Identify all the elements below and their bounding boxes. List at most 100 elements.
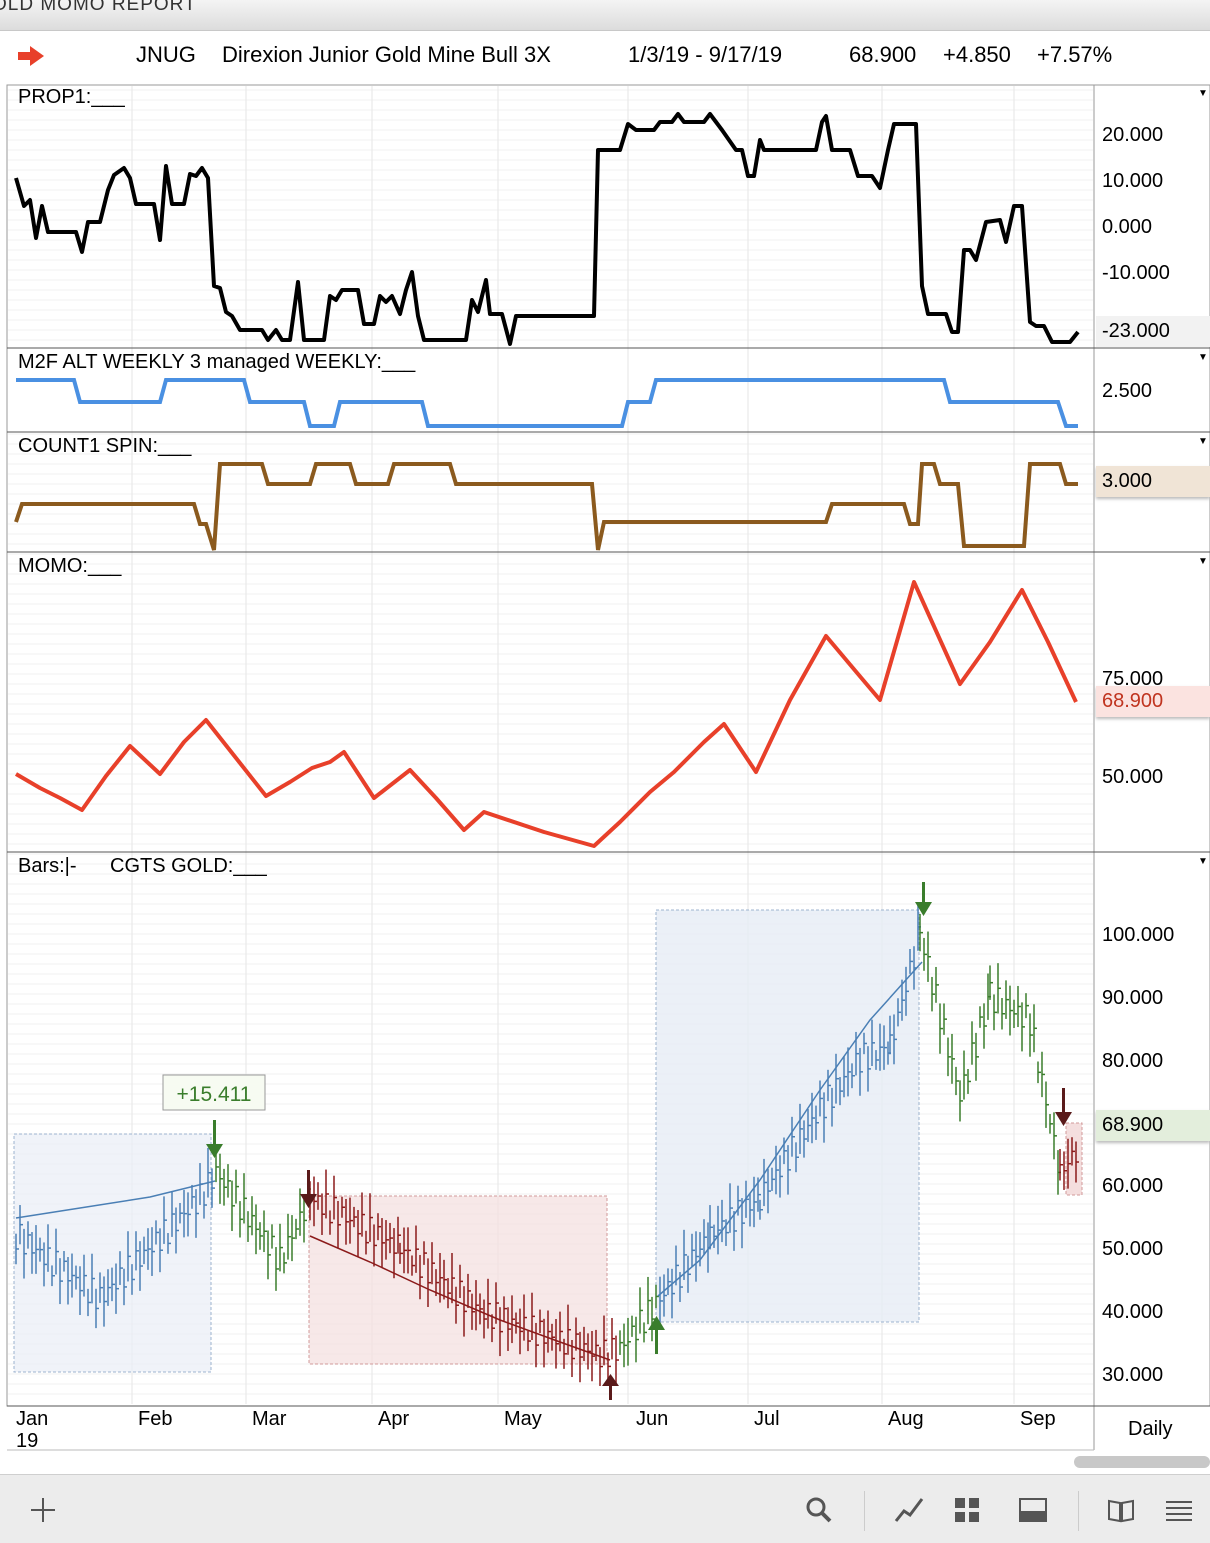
price-bar bbox=[687, 1255, 691, 1293]
price-bar bbox=[275, 1247, 279, 1291]
price-bar bbox=[559, 1311, 563, 1352]
momo-value-tag: 68.900 bbox=[1096, 686, 1210, 717]
month-label: Apr bbox=[378, 1408, 410, 1430]
bars-tick: 80.000 bbox=[1102, 1050, 1164, 1072]
prop1-tick: -10.000 bbox=[1102, 262, 1170, 284]
price-bar bbox=[627, 1317, 631, 1366]
price-bar bbox=[487, 1278, 491, 1329]
month-label: Feb bbox=[138, 1408, 173, 1430]
price-bar bbox=[325, 1169, 329, 1219]
price-bar bbox=[599, 1347, 603, 1386]
price-bar bbox=[235, 1169, 239, 1204]
arrow-right-icon[interactable] bbox=[16, 45, 46, 67]
price-bar bbox=[815, 1105, 819, 1140]
price-bar bbox=[729, 1183, 733, 1233]
momo-tick: 75.000 bbox=[1102, 668, 1164, 690]
price-bar bbox=[799, 1103, 803, 1154]
price-bar bbox=[741, 1198, 745, 1249]
panel-layout-icon[interactable] bbox=[1018, 1495, 1048, 1525]
price-bar bbox=[71, 1253, 75, 1298]
chart-area[interactable]: +15.411 bbox=[0, 0, 1210, 1474]
add-icon[interactable] bbox=[28, 1495, 58, 1525]
price-bar bbox=[47, 1224, 51, 1272]
price-bar bbox=[349, 1197, 353, 1244]
book-icon[interactable] bbox=[1106, 1495, 1136, 1525]
price-bar bbox=[183, 1189, 187, 1238]
price-bar bbox=[451, 1253, 455, 1304]
bars-tick: 90.000 bbox=[1102, 987, 1164, 1009]
layout-grid-icon[interactable] bbox=[952, 1495, 982, 1525]
panel-menu-icon[interactable]: ▼ bbox=[1198, 436, 1208, 447]
price-bar bbox=[39, 1237, 43, 1262]
year-label: 19 bbox=[16, 1430, 39, 1452]
price-bar bbox=[63, 1251, 67, 1272]
price-bar bbox=[1067, 1138, 1071, 1189]
panel-menu-icon[interactable]: ▼ bbox=[1198, 856, 1208, 867]
price-bar bbox=[527, 1330, 531, 1352]
price-bar bbox=[703, 1219, 707, 1256]
prop1-tick: 10.000 bbox=[1102, 170, 1164, 192]
m2f-line bbox=[16, 378, 1078, 428]
price-bar bbox=[179, 1202, 183, 1224]
horizontal-scrollbar[interactable] bbox=[1074, 1456, 1210, 1468]
panel-menu-icon[interactable]: ▼ bbox=[1198, 556, 1208, 567]
price-bar bbox=[667, 1268, 671, 1296]
gold-label: CGTS GOLD:___ bbox=[110, 855, 267, 877]
price-bar bbox=[835, 1053, 839, 1104]
price-change: +4.850 bbox=[943, 42, 1011, 67]
period-selector[interactable]: Daily bbox=[1128, 1418, 1173, 1440]
sell-arrow-icon bbox=[1055, 1088, 1072, 1126]
window-title: OLD MOMO REPORT bbox=[0, 0, 197, 15]
count1-line bbox=[14, 462, 1078, 551]
price-bar bbox=[863, 1032, 867, 1055]
price-bar bbox=[893, 1014, 897, 1065]
price-bar bbox=[1053, 1112, 1057, 1160]
price-bar bbox=[299, 1188, 303, 1236]
price-bar bbox=[803, 1120, 807, 1158]
price-bar bbox=[1029, 1013, 1033, 1057]
symbol-info-bar: JNUG Direxion Junior Gold Mine Bull 3X 1… bbox=[0, 31, 1210, 77]
panel-menu-icon[interactable]: ▼ bbox=[1198, 352, 1208, 363]
draw-tool-icon[interactable] bbox=[894, 1495, 924, 1525]
price-bar bbox=[15, 1233, 19, 1265]
price-bar bbox=[393, 1228, 397, 1279]
price-bar bbox=[423, 1241, 427, 1265]
panel-menu-icon[interactable]: ▼ bbox=[1198, 88, 1208, 99]
price-bar bbox=[507, 1307, 511, 1351]
price-bar bbox=[779, 1155, 783, 1198]
price-bar bbox=[279, 1223, 283, 1272]
m2f-tick: 2.500 bbox=[1102, 380, 1153, 402]
price-bar bbox=[935, 966, 939, 1003]
price-bar bbox=[905, 966, 909, 1016]
price-bar bbox=[1025, 993, 1029, 1019]
price-bar bbox=[1017, 985, 1021, 1028]
bars-tick: 30.000 bbox=[1102, 1364, 1164, 1386]
price-bar bbox=[171, 1191, 175, 1237]
price-bar bbox=[255, 1204, 259, 1255]
price-bar bbox=[1045, 1081, 1049, 1128]
search-icon[interactable] bbox=[804, 1495, 834, 1525]
price-bar bbox=[167, 1233, 171, 1254]
price-bar bbox=[467, 1273, 471, 1308]
price-bar bbox=[67, 1257, 71, 1305]
signal-arrows bbox=[206, 882, 1072, 1400]
price-bar bbox=[663, 1274, 667, 1317]
price-bar bbox=[639, 1287, 643, 1334]
price-bar bbox=[353, 1206, 357, 1228]
price-bar bbox=[1075, 1141, 1079, 1183]
price-bar bbox=[871, 1019, 875, 1066]
price-bar bbox=[897, 998, 901, 1027]
price-bar bbox=[847, 1047, 851, 1097]
price-bar bbox=[543, 1318, 547, 1368]
price-bar bbox=[783, 1137, 787, 1165]
price-bar bbox=[463, 1286, 467, 1337]
price-bar bbox=[175, 1207, 179, 1254]
price-bar bbox=[651, 1296, 655, 1342]
menu-icon[interactable] bbox=[1164, 1495, 1194, 1525]
price-bar bbox=[345, 1198, 349, 1245]
price-bar bbox=[919, 913, 923, 952]
price-bar bbox=[459, 1264, 463, 1299]
price-bar bbox=[575, 1317, 579, 1351]
price-bar bbox=[611, 1318, 615, 1360]
count1-label: COUNT1 SPIN:___ bbox=[18, 435, 192, 457]
